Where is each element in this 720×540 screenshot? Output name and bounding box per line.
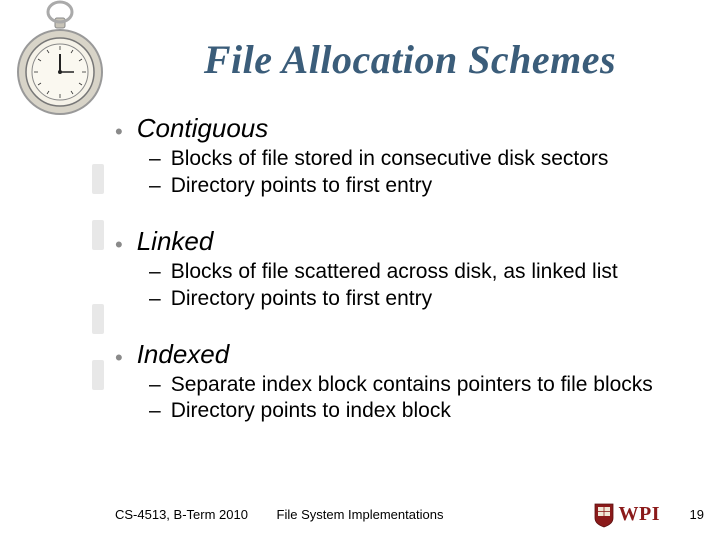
wpi-logo: WPI xyxy=(593,502,661,528)
page-number: 19 xyxy=(690,507,704,522)
sub-list: –Separate index block contains pointers … xyxy=(149,372,690,426)
sub-list: –Blocks of file stored in consecutive di… xyxy=(149,146,690,200)
dash-icon: – xyxy=(149,372,161,399)
sub-text: Directory points to first entry xyxy=(171,286,432,313)
sub-text: Blocks of file stored in consecutive dis… xyxy=(171,146,609,173)
content-area: • Contiguous –Blocks of file stored in c… xyxy=(0,83,720,425)
bullet-icon: • xyxy=(115,347,123,369)
section-heading: • Contiguous xyxy=(115,113,690,144)
sub-item: –Blocks of file scattered across disk, a… xyxy=(149,259,690,286)
footer-course: CS-4513, B-Term 2010 xyxy=(115,507,248,522)
section-heading: • Linked xyxy=(115,226,690,257)
dash-icon: – xyxy=(149,286,161,313)
sub-text: Blocks of file scattered across disk, as… xyxy=(171,259,618,286)
sub-item: –Directory points to first entry xyxy=(149,286,690,313)
sub-item: –Separate index block contains pointers … xyxy=(149,372,690,399)
sub-item: –Blocks of file stored in consecutive di… xyxy=(149,146,690,173)
dash-icon: – xyxy=(149,259,161,286)
heading-text: Linked xyxy=(137,226,214,257)
shield-icon xyxy=(593,502,615,528)
footer: CS-4513, B-Term 2010 File System Impleme… xyxy=(0,507,720,522)
sub-item: –Directory points to first entry xyxy=(149,173,690,200)
bullet-icon: • xyxy=(115,121,123,143)
sub-text: Separate index block contains pointers t… xyxy=(171,372,653,399)
heading-text: Contiguous xyxy=(137,113,269,144)
sub-item: –Directory points to index block xyxy=(149,398,690,425)
sub-text: Directory points to first entry xyxy=(171,173,432,200)
dash-icon: – xyxy=(149,173,161,200)
heading-text: Indexed xyxy=(137,339,230,370)
sub-text: Directory points to index block xyxy=(171,398,451,425)
bullet-icon: • xyxy=(115,234,123,256)
sub-list: –Blocks of file scattered across disk, a… xyxy=(149,259,690,313)
pocket-watch-icon xyxy=(0,0,120,120)
logo-text: WPI xyxy=(619,503,661,526)
dash-icon: – xyxy=(149,398,161,425)
footer-topic: File System Implementations xyxy=(277,507,444,522)
dash-icon: – xyxy=(149,146,161,173)
section-heading: • Indexed xyxy=(115,339,690,370)
